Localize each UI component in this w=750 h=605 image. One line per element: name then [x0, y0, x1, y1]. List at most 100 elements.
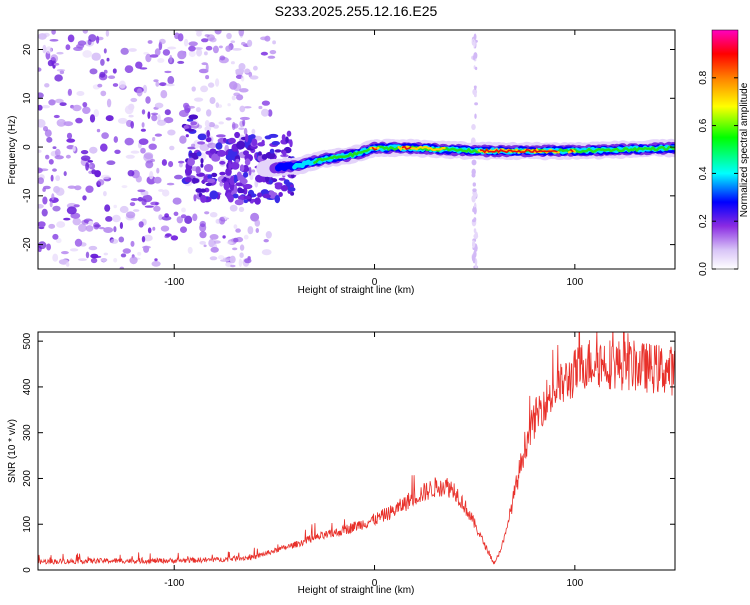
noise-blob: [207, 82, 215, 88]
stripe-blob: [473, 206, 477, 215]
stripe-blob: [472, 188, 477, 193]
noise-blob: [119, 266, 125, 269]
stripe-blob: [472, 191, 478, 198]
stripe-blob: [474, 231, 479, 240]
noise-blob: [158, 214, 163, 221]
noise-blob: [215, 78, 220, 87]
noise-blob: [151, 260, 161, 267]
noise-blob: [261, 249, 272, 256]
colorbar-tick-label: 0.8: [698, 70, 709, 84]
noise-blob: [88, 245, 98, 251]
noise-blob: [113, 226, 117, 233]
noise-blob: [129, 256, 138, 265]
noise-blob: [124, 137, 134, 146]
noise-blob: [154, 258, 158, 262]
snr-x-ticks: -100 0 100: [164, 332, 584, 589]
noise-blob: [38, 119, 46, 128]
noise-blob: [145, 53, 152, 63]
noise-blob: [147, 111, 151, 119]
cluster-blob: [278, 177, 286, 181]
ridge-peak-0: [371, 146, 378, 151]
cluster-blob: [228, 162, 232, 171]
noise-blob: [206, 109, 212, 117]
stripe-blob: [474, 113, 477, 119]
cluster-blob: [225, 189, 232, 194]
cluster-blob: [219, 171, 226, 176]
noise-blob: [218, 216, 226, 225]
cluster-blob: [239, 164, 245, 172]
noise-blob: [138, 138, 149, 145]
noise-blob: [100, 58, 105, 66]
noise-blob: [168, 161, 174, 168]
noise-blob: [265, 231, 272, 239]
noise-blob: [152, 137, 156, 142]
cluster-blob: [268, 179, 273, 185]
cluster-blob: [209, 190, 219, 200]
x-tick-label: 100: [566, 277, 583, 288]
cluster-blob: [205, 182, 213, 187]
noise-blob: [192, 213, 198, 222]
stripe-blob: [474, 102, 478, 106]
noise-blob: [160, 90, 168, 99]
noise-blob: [229, 81, 238, 90]
noise-blob: [219, 55, 226, 61]
noise-blob: [163, 117, 174, 124]
noise-blob: [233, 224, 238, 229]
noise-blob: [239, 244, 245, 251]
noise-blob: [137, 197, 143, 202]
noise-blob: [166, 182, 175, 186]
cluster-blob: [255, 174, 265, 183]
noise-blob: [52, 168, 57, 172]
noise-blob: [138, 221, 144, 228]
cluster-blob: [268, 190, 275, 196]
noise-blob: [130, 150, 140, 154]
noise-blob: [227, 103, 231, 107]
cluster-blob: [249, 134, 256, 139]
noise-blob: [99, 71, 106, 78]
cluster-blob: [216, 134, 226, 138]
stripe-blob: [472, 240, 476, 249]
noise-blob: [267, 109, 273, 117]
noise-blob: [56, 221, 66, 228]
cluster-blob: [223, 177, 227, 182]
noise-blob: [113, 258, 118, 263]
stripe-blob: [472, 182, 476, 187]
noise-blob: [90, 257, 98, 264]
noise-blob: [94, 224, 101, 228]
noise-blob: [106, 160, 116, 165]
noise-blob: [141, 109, 146, 115]
noise-blob: [178, 162, 183, 168]
cluster-blob: [211, 153, 221, 162]
y-tick-label: 400: [22, 378, 33, 395]
noise-blob: [174, 32, 180, 40]
noise-blob: [125, 154, 135, 159]
noise-blob: [85, 162, 89, 171]
noise-blob: [90, 253, 99, 259]
cluster-blob: [215, 142, 223, 150]
noise-blob: [59, 102, 67, 106]
stripe-blob: [474, 248, 478, 252]
noise-blob: [157, 58, 165, 63]
cluster-blob: [244, 158, 251, 166]
noise-blob: [239, 252, 244, 258]
noise-blob: [193, 194, 197, 202]
y-tick-label: 100: [22, 515, 33, 532]
cluster-blob: [209, 148, 217, 154]
noise-blob: [137, 189, 146, 193]
noise-blob: [240, 75, 245, 82]
noise-blob: [151, 114, 158, 122]
cluster-blob: [188, 114, 199, 120]
noise-blob: [38, 221, 46, 228]
noise-blob: [38, 92, 44, 99]
stripe-blob: [473, 85, 477, 89]
noise-blob: [103, 69, 108, 74]
noise-blob: [229, 204, 238, 212]
noise-blob: [154, 133, 162, 137]
noise-blob: [156, 167, 160, 174]
noise-blob: [209, 212, 218, 218]
noise-blob: [232, 123, 239, 129]
noise-blob: [254, 219, 261, 227]
noise-blob: [72, 145, 76, 152]
noise-blob: [218, 45, 223, 49]
noise-blob: [183, 38, 189, 47]
